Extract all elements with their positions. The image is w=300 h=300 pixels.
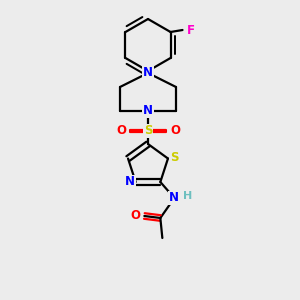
Text: N: N [143, 104, 153, 118]
Text: O: O [170, 124, 180, 137]
Text: N: N [143, 67, 153, 80]
Text: O: O [130, 209, 140, 223]
Text: O: O [116, 124, 126, 137]
Text: N: N [125, 176, 135, 188]
Text: H: H [183, 191, 192, 201]
Text: F: F [187, 23, 194, 37]
Text: S: S [170, 151, 178, 164]
Text: S: S [144, 124, 152, 137]
Text: N: N [169, 191, 179, 205]
